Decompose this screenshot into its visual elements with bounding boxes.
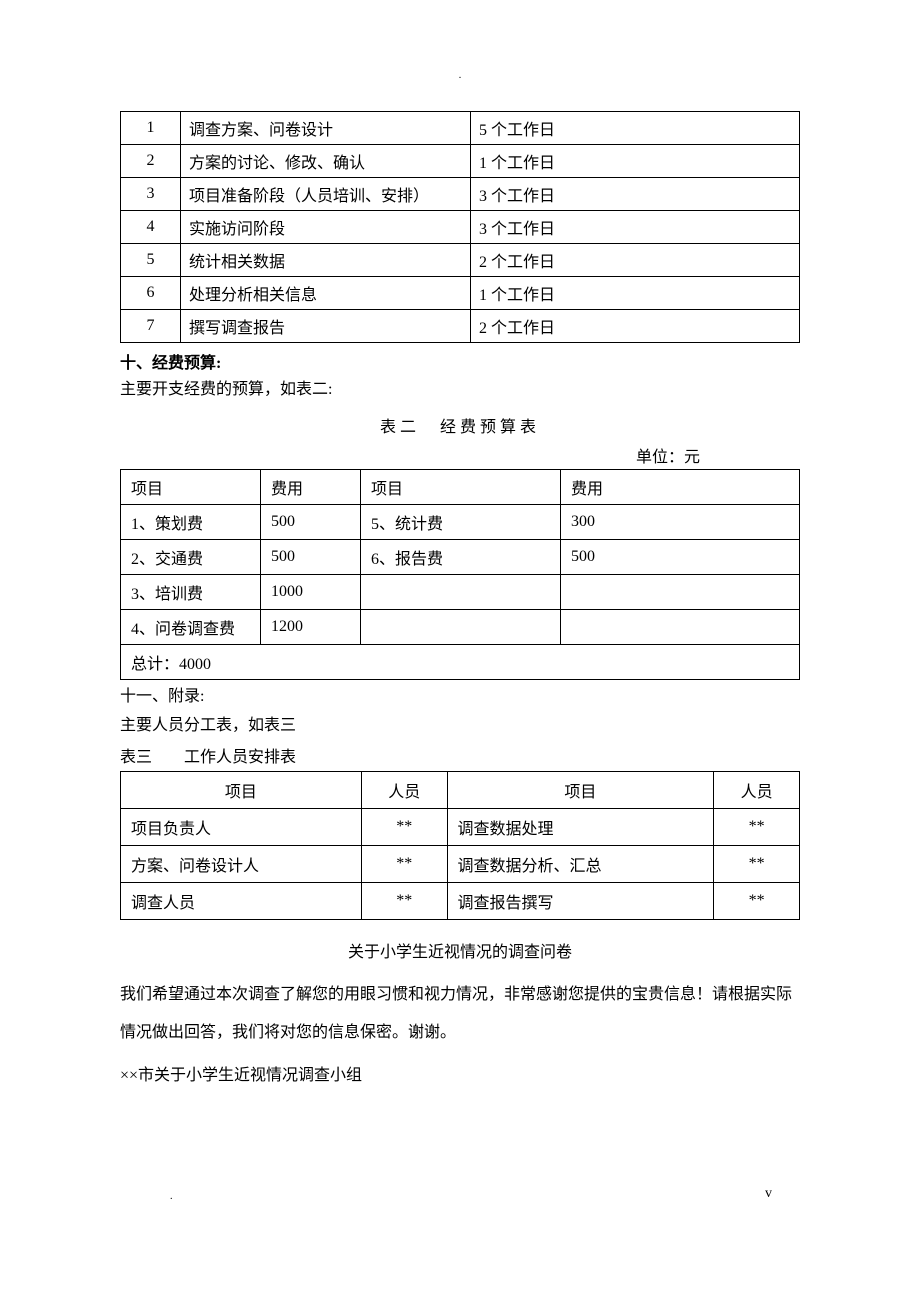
table-cell: 500 [261, 504, 361, 539]
table-cell: 3 个工作日 [471, 211, 800, 244]
table-cell: ** [714, 845, 800, 882]
table-cell: 1 个工作日 [471, 277, 800, 310]
table-cell: ** [361, 808, 447, 845]
table-cell: 500 [261, 539, 361, 574]
table-cell: 1 [121, 112, 181, 145]
table3-caption: 表三 工作人员安排表 [120, 743, 800, 767]
table-cell: 4、问卷调查费 [121, 609, 261, 644]
table-row: 4、问卷调查费1200 [121, 609, 800, 644]
table-header-row: 项目人员项目人员 [121, 771, 800, 808]
table-cell: 2 [121, 145, 181, 178]
table2-caption: 表二 经费预算表 [120, 413, 800, 437]
table-cell: 实施访问阶段 [181, 211, 471, 244]
table-row: 5统计相关数据2 个工作日 [121, 244, 800, 277]
table-total-cell: 总计：4000 [121, 644, 800, 679]
table-header-row: 项目费用项目费用 [121, 469, 800, 504]
survey-title: 关于小学生近视情况的调查问卷 [120, 938, 800, 962]
table-cell: 5、统计费 [361, 504, 561, 539]
section-10-subtext: 主要开支经费的预算，如表二: [120, 377, 800, 403]
table-cell: 2 个工作日 [471, 310, 800, 343]
table-cell: 方案、问卷设计人 [121, 845, 362, 882]
table-header-cell: 项目 [447, 771, 714, 808]
table-cell: 调查数据分析、汇总 [447, 845, 714, 882]
table-cell: 1200 [261, 609, 361, 644]
section-11-heading: 十一、附录: [120, 684, 800, 710]
table-cell: 3、培训费 [121, 574, 261, 609]
table-row: 1调查方案、问卷设计5 个工作日 [121, 112, 800, 145]
survey-intro: 我们希望通过本次调查了解您的用眼习惯和视力情况，非常感谢您提供的宝贵信息！请根据… [120, 976, 800, 1053]
survey-org: ××市关于小学生近视情况调查小组 [120, 1057, 800, 1095]
table-header-cell: 项目 [121, 771, 362, 808]
section-10-heading: 十、经费预算: [120, 349, 800, 373]
table-cell: ** [361, 845, 447, 882]
table-cell: ** [714, 808, 800, 845]
table-header-cell: 项目 [361, 469, 561, 504]
table-cell: 500 [561, 539, 800, 574]
table-cell: 7 [121, 310, 181, 343]
table-cell: 撰写调查报告 [181, 310, 471, 343]
table-cell: 调查人员 [121, 882, 362, 919]
table-row: 调查人员**调查报告撰写** [121, 882, 800, 919]
table-cell [361, 574, 561, 609]
table-cell: 调查报告撰写 [447, 882, 714, 919]
table-row: 2、交通费5006、报告费500 [121, 539, 800, 574]
table-header-cell: 费用 [261, 469, 361, 504]
table-header-cell: 人员 [361, 771, 447, 808]
table-cell: 2、交通费 [121, 539, 261, 574]
page-top-dot: . [120, 70, 800, 81]
table-cell: 处理分析相关信息 [181, 277, 471, 310]
table-cell: 3 [121, 178, 181, 211]
table-cell: 1 个工作日 [471, 145, 800, 178]
table-header-cell: 项目 [121, 469, 261, 504]
schedule-table: 1调查方案、问卷设计5 个工作日2方案的讨论、修改、确认1 个工作日3项目准备阶… [120, 111, 800, 343]
table-cell: 统计相关数据 [181, 244, 471, 277]
table-row: 7撰写调查报告2 个工作日 [121, 310, 800, 343]
table-row: 2方案的讨论、修改、确认1 个工作日 [121, 145, 800, 178]
table-cell [561, 609, 800, 644]
budget-table: 项目费用项目费用1、策划费5005、统计费3002、交通费5006、报告费500… [120, 469, 800, 680]
table-cell [561, 574, 800, 609]
table-row: 3、培训费1000 [121, 574, 800, 609]
table-cell: 4 [121, 211, 181, 244]
table-cell: 300 [561, 504, 800, 539]
table-row: 6处理分析相关信息1 个工作日 [121, 277, 800, 310]
table-row: 项目负责人**调查数据处理** [121, 808, 800, 845]
table-cell: 3 个工作日 [471, 178, 800, 211]
table-row: 1、策划费5005、统计费300 [121, 504, 800, 539]
table-cell: 5 [121, 244, 181, 277]
table-cell: 6 [121, 277, 181, 310]
footer-page-marker: v [765, 1186, 772, 1202]
table-total-row: 总计：4000 [121, 644, 800, 679]
table-cell: ** [714, 882, 800, 919]
table-cell: 6、报告费 [361, 539, 561, 574]
table-cell: 调查数据处理 [447, 808, 714, 845]
footer-dot: . [170, 1191, 173, 1202]
table2-unit: 单位：元 [120, 443, 800, 467]
table-cell: 1000 [261, 574, 361, 609]
table-header-cell: 费用 [561, 469, 800, 504]
table-row: 3项目准备阶段（人员培训、安排）3 个工作日 [121, 178, 800, 211]
table-cell: 项目准备阶段（人员培训、安排） [181, 178, 471, 211]
table-cell: 方案的讨论、修改、确认 [181, 145, 471, 178]
table-cell: 调查方案、问卷设计 [181, 112, 471, 145]
table-cell: ** [361, 882, 447, 919]
table-cell: 2 个工作日 [471, 244, 800, 277]
table-cell: 5 个工作日 [471, 112, 800, 145]
table-row: 4实施访问阶段3 个工作日 [121, 211, 800, 244]
table-cell: 1、策划费 [121, 504, 261, 539]
section-11-subtext: 主要人员分工表，如表三 [120, 713, 800, 739]
table-cell: 项目负责人 [121, 808, 362, 845]
table-cell [361, 609, 561, 644]
table-row: 方案、问卷设计人**调查数据分析、汇总** [121, 845, 800, 882]
table-header-cell: 人员 [714, 771, 800, 808]
staff-table: 项目人员项目人员项目负责人**调查数据处理**方案、问卷设计人**调查数据分析、… [120, 771, 800, 920]
